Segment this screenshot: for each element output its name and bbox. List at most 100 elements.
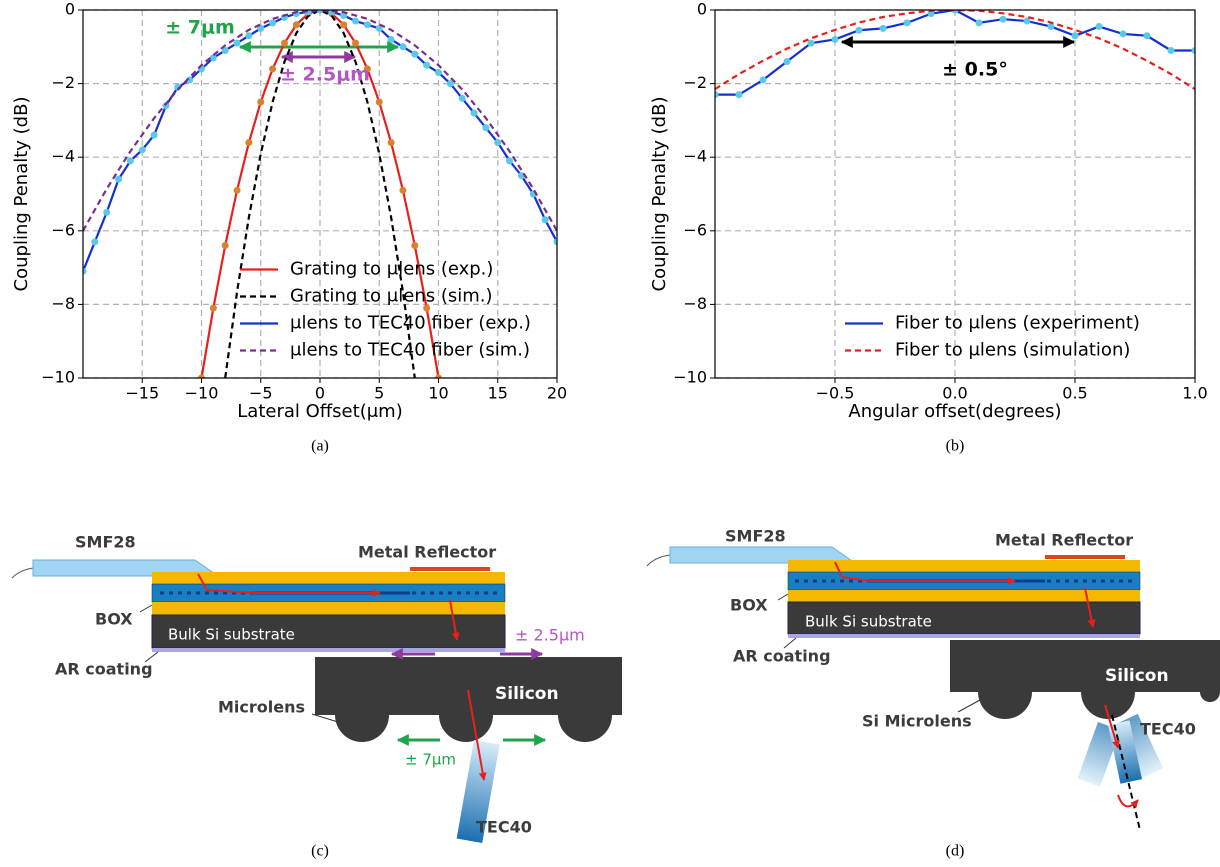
data-point <box>482 124 490 132</box>
data-point <box>257 24 265 32</box>
data-point <box>435 374 442 378</box>
label: Bulk Si substrate <box>168 626 295 644</box>
series-line <box>715 10 1195 96</box>
data-point <box>807 39 815 47</box>
x-tick-label: −15 <box>125 384 159 403</box>
tec40-fiber <box>456 740 500 843</box>
label: Silicon <box>495 684 559 704</box>
y-tick-label: −6 <box>683 220 707 239</box>
legend-label: Fiber to μlens (simulation) <box>895 340 1130 361</box>
label: TEC40 <box>1140 720 1196 739</box>
light-path <box>197 573 381 597</box>
y-tick-label: −6 <box>51 220 75 239</box>
series-line <box>715 10 1195 91</box>
data-point <box>1095 23 1103 31</box>
data-point <box>280 39 288 47</box>
data-point <box>1047 23 1055 31</box>
leader <box>144 651 159 663</box>
series-line <box>224 10 416 378</box>
data-point <box>435 69 442 77</box>
data-point <box>903 19 911 27</box>
label: ± 2.5μm <box>515 626 585 645</box>
data-point <box>292 21 300 29</box>
metal-reflector <box>1045 555 1125 559</box>
y-tick-label: −4 <box>51 147 75 166</box>
x-tick-label: 20 <box>547 384 567 403</box>
label: Metal Reflector <box>995 531 1133 550</box>
x-tick-label: 15 <box>488 384 508 403</box>
microlens <box>439 688 493 742</box>
data-point <box>1167 46 1175 54</box>
x-tick-label: 0 <box>315 384 325 403</box>
data-point <box>506 157 514 165</box>
microlens <box>978 665 1032 719</box>
plot-area <box>715 10 1195 99</box>
data-point <box>1143 32 1151 40</box>
fiber-tail <box>646 554 671 567</box>
data-point <box>245 32 253 40</box>
annotation: ± 0.5° <box>942 59 1008 81</box>
series-line <box>83 10 557 272</box>
label: SMF28 <box>725 527 786 546</box>
axes-frame <box>714 9 1196 379</box>
leader <box>957 699 981 713</box>
light-path <box>467 689 487 781</box>
x-axis-label: Lateral Offset(μm) <box>237 401 402 422</box>
data-point <box>553 238 557 246</box>
data-point <box>269 19 277 27</box>
data-point <box>83 267 87 275</box>
label: ± 7μm <box>405 751 456 769</box>
series-line <box>200 10 440 378</box>
legend-label: μlens to TEC40 fiber (exp.) <box>290 313 531 334</box>
light-path <box>1084 587 1096 628</box>
x-tick-label: 0.5 <box>1062 384 1087 403</box>
metal-reflector <box>410 567 490 571</box>
y-tick-label: −8 <box>683 294 707 313</box>
y-axis-label: Coupling Penalty (dB) <box>649 97 670 292</box>
data-point <box>1071 32 1079 40</box>
x-tick-label: 0.0 <box>942 384 967 403</box>
caption: (c) <box>311 843 329 860</box>
cladding <box>788 560 1140 572</box>
data-point <box>363 21 371 29</box>
x-tick-label: −10 <box>185 384 219 403</box>
label: Metal Reflector <box>358 543 496 562</box>
tec40-fiber <box>1077 722 1121 787</box>
data-point <box>233 186 241 194</box>
data-point <box>831 35 839 43</box>
data-point <box>363 65 371 73</box>
y-tick-label: −2 <box>51 73 75 92</box>
data-point <box>138 146 146 154</box>
label: Si Microlens <box>862 712 972 731</box>
data-point <box>470 109 478 117</box>
microlens <box>1200 682 1220 702</box>
y-tick-label: −10 <box>41 368 75 387</box>
legend-label: Fiber to μlens (experiment) <box>895 313 1140 334</box>
label: AR coating <box>733 647 831 666</box>
data-point <box>715 91 719 99</box>
data-point <box>162 102 170 110</box>
light-path <box>449 599 460 641</box>
annotation: ± 2.5μm <box>280 64 370 86</box>
box-layer <box>152 602 505 615</box>
series-line <box>83 10 557 232</box>
x-tick-label: 10 <box>428 384 448 403</box>
legend-label: Grating to μlens (exp.) <box>290 259 493 280</box>
data-point <box>375 98 383 106</box>
data-point <box>115 175 123 183</box>
fiber-tail <box>11 567 34 579</box>
data-point <box>221 242 229 250</box>
leader <box>139 604 153 613</box>
x-tick-label: 1.0 <box>1182 384 1207 403</box>
data-point <box>783 58 791 66</box>
data-point <box>975 19 983 27</box>
data-point <box>245 138 253 146</box>
x-tick-label: −0.5 <box>816 384 855 403</box>
leader <box>311 713 339 723</box>
data-point <box>411 50 419 58</box>
diagram-c: SMF28 Metal Reflector BOX Bulk Si substr… <box>11 533 622 843</box>
data-point <box>879 24 887 32</box>
data-point <box>494 138 502 146</box>
x-tick-label: −5 <box>249 384 273 403</box>
